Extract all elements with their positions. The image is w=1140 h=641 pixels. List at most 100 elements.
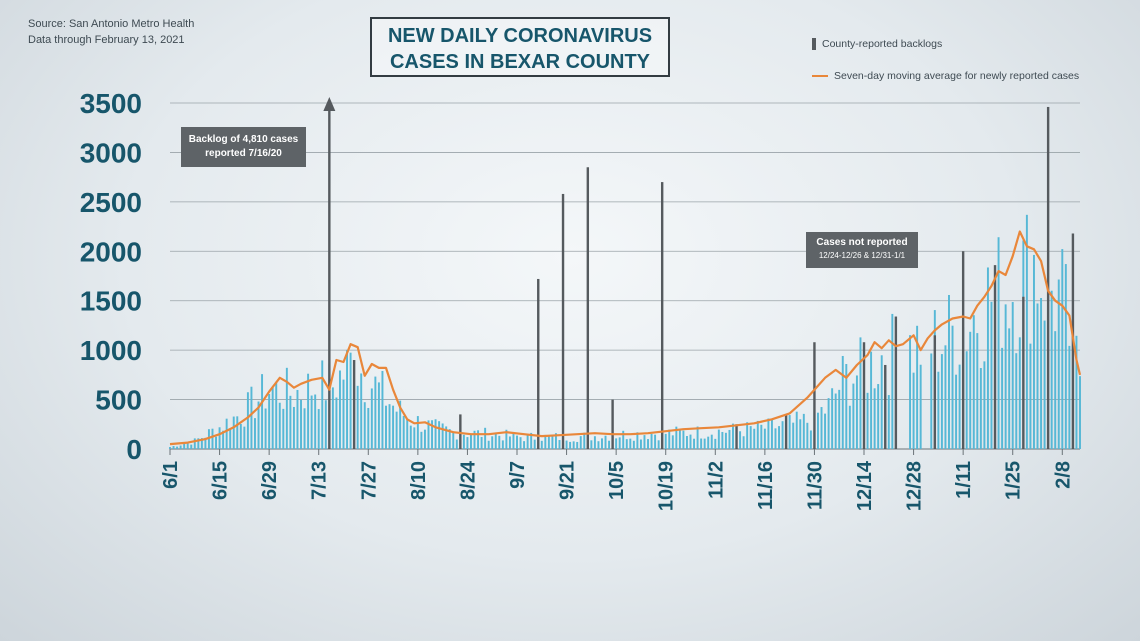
backlog-bar xyxy=(884,364,887,449)
daily-bar xyxy=(979,368,982,449)
daily-bar xyxy=(200,438,203,449)
daily-bar xyxy=(505,429,508,449)
daily-bar xyxy=(519,437,522,449)
daily-bar xyxy=(940,354,943,449)
daily-bar xyxy=(919,364,922,449)
daily-bar xyxy=(409,425,412,449)
daily-bar xyxy=(399,400,402,449)
daily-bar xyxy=(1054,331,1057,449)
daily-bar xyxy=(338,370,341,449)
y-tick-label: 3000 xyxy=(80,137,142,168)
daily-bar xyxy=(689,434,692,449)
daily-bar xyxy=(215,436,218,449)
daily-bar xyxy=(222,430,225,449)
daily-bar xyxy=(452,431,455,449)
daily-bar xyxy=(317,409,320,449)
daily-bar xyxy=(285,367,288,449)
daily-bar xyxy=(395,411,398,449)
daily-bar xyxy=(976,333,979,449)
daily-bar xyxy=(756,420,759,449)
legend: County-reported backlogs Seven-day movin… xyxy=(812,36,1079,84)
daily-bar xyxy=(246,392,249,449)
daily-bar xyxy=(1036,303,1039,449)
grid-lines xyxy=(170,102,1080,450)
daily-bar xyxy=(261,374,264,449)
daily-bar xyxy=(416,416,419,449)
daily-bar xyxy=(1025,214,1028,449)
x-tick-label: 11/30 xyxy=(804,461,826,510)
daily-bar xyxy=(1079,376,1081,449)
daily-bar xyxy=(406,418,409,449)
daily-bar xyxy=(448,429,451,449)
y-tick-label: 1500 xyxy=(80,286,142,317)
daily-bar xyxy=(303,408,306,449)
legend-swatch-average xyxy=(812,75,828,77)
daily-bar xyxy=(204,437,207,449)
x-tick-label: 8/10 xyxy=(408,461,430,500)
daily-bar xyxy=(622,430,625,449)
daily-bar xyxy=(983,361,986,449)
daily-bar xyxy=(229,429,232,449)
backlog-bar xyxy=(328,103,331,449)
daily-bar xyxy=(335,397,338,449)
daily-bar xyxy=(193,438,196,449)
daily-bar xyxy=(969,331,972,449)
daily-bar xyxy=(639,439,642,449)
x-tick-label: 10/5 xyxy=(606,461,628,500)
daily-bar xyxy=(753,428,756,449)
daily-bar xyxy=(268,393,271,449)
y-tick-label: 1000 xyxy=(80,335,142,366)
daily-bar xyxy=(675,426,678,449)
daily-bar xyxy=(331,387,334,449)
daily-bar xyxy=(795,411,798,449)
backlog-bar xyxy=(352,360,356,449)
backlog-bar xyxy=(993,265,997,449)
daily-bar xyxy=(732,423,734,449)
daily-bar xyxy=(554,433,557,449)
daily-bar xyxy=(912,372,915,449)
daily-bar xyxy=(346,349,349,449)
daily-bar xyxy=(615,438,618,449)
daily-bar xyxy=(292,406,295,449)
daily-bar xyxy=(774,428,777,449)
daily-bar xyxy=(310,395,313,449)
daily-bar xyxy=(1040,298,1043,449)
daily-bar xyxy=(243,426,246,449)
x-tick-label: 8/24 xyxy=(457,460,479,500)
daily-bar xyxy=(792,422,795,449)
daily-bar xyxy=(307,373,310,449)
daily-bar xyxy=(254,418,256,449)
daily-bar xyxy=(632,440,635,449)
daily-bar xyxy=(1043,320,1046,449)
daily-bar xyxy=(601,438,603,449)
daily-bar xyxy=(1075,335,1078,449)
daily-bar xyxy=(866,392,869,449)
daily-bar xyxy=(487,440,490,449)
daily-bar xyxy=(724,432,727,449)
daily-bar xyxy=(728,429,731,449)
daily-bar xyxy=(558,440,561,449)
backlog-bar xyxy=(933,335,937,449)
backlog-bars xyxy=(323,97,1075,450)
daily-bar xyxy=(845,364,848,449)
x-axis-ticks: 6/1 6/15 6/29 7/13 7/27 8/10 8/24 9/7 9/21 10/5 10… xyxy=(160,449,1074,511)
title-line-1: NEW DAILY CORONAVIRUS xyxy=(387,25,653,47)
daily-bar xyxy=(1008,328,1011,449)
backlog-bar xyxy=(735,424,738,449)
x-tick-label: 1/25 xyxy=(1003,461,1025,500)
daily-bar xyxy=(682,430,685,449)
daily-bar xyxy=(852,383,855,449)
daily-bar xyxy=(533,439,536,449)
backlog-bar xyxy=(961,251,965,449)
daily-bar xyxy=(494,433,497,449)
daily-bar xyxy=(1050,290,1053,449)
daily-bar xyxy=(225,418,228,449)
backlog-bar xyxy=(537,278,540,449)
daily-bar xyxy=(944,345,947,449)
daily-bar xyxy=(176,446,179,449)
backlog-bar xyxy=(862,342,866,449)
daily-bar xyxy=(664,433,667,449)
daily-bar xyxy=(948,294,950,449)
daily-bar xyxy=(250,386,253,449)
